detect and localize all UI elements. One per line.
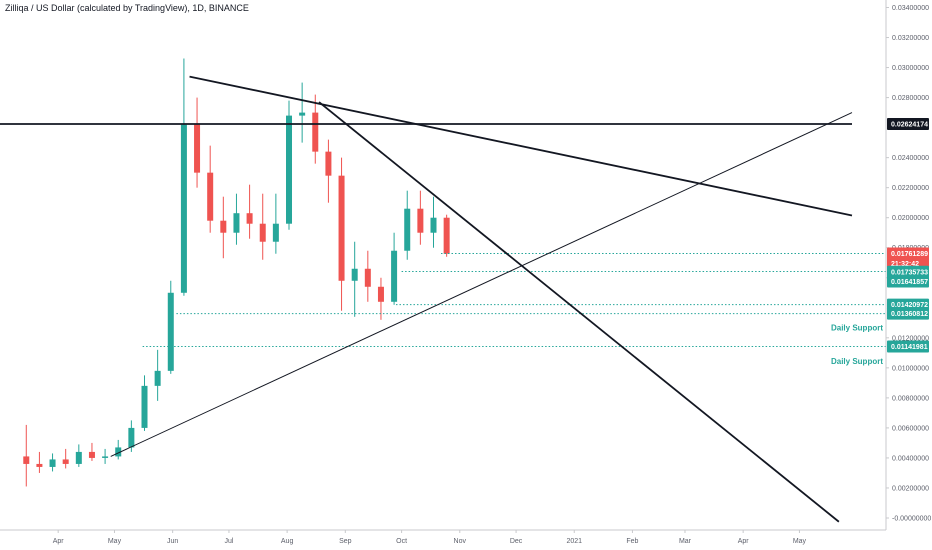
candles-layer [23, 58, 450, 487]
price-tag-bg [887, 340, 929, 353]
candle-body [233, 213, 240, 233]
candle-body [207, 172, 214, 221]
candle-body [141, 385, 148, 428]
price-tag-label: 0.01360812 [891, 311, 928, 318]
price-axis[interactable]: 0.03400000 0.03200000 0.03000000 0.02800000… [885, 0, 931, 530]
candle-body [23, 456, 30, 464]
price-tag-bg [887, 117, 929, 130]
daily-support-label: Daily Support [831, 357, 883, 366]
y-tick-label: 0.03000000 [892, 65, 929, 72]
levels-layer [142, 253, 886, 348]
candle-body [364, 268, 371, 287]
candle-body [338, 175, 345, 281]
price-tag-bg [887, 275, 929, 288]
y-tick-label: 0.02800000 [892, 95, 929, 102]
price-tag-bg [887, 298, 929, 311]
candle-body [351, 268, 358, 281]
x-tick-label: Jul [224, 538, 233, 545]
y-tick-label: -0.00000000 [892, 515, 931, 522]
price-tag-label: 0.01420972 [891, 302, 928, 309]
candle-body [286, 115, 293, 224]
x-tick-label: Feb [626, 538, 638, 545]
candle-body [404, 208, 411, 251]
candle-body [220, 220, 227, 233]
price-tag-label: 0.02624174 [891, 121, 928, 128]
price-tag-label: 21:32:42 [891, 261, 919, 268]
price-tag-label: 0.01735733 [891, 269, 928, 276]
x-tick-label: Oct [396, 538, 407, 545]
candle-body [75, 451, 82, 464]
y-tick-label: 0.02400000 [892, 155, 929, 162]
candle-body [299, 112, 306, 116]
candle-body [377, 286, 384, 302]
price-tag-label: 0.01141981 [891, 344, 928, 351]
x-tick-label: Mar [679, 538, 692, 545]
candle-body [272, 223, 279, 242]
y-tick-label: 0.00800000 [892, 395, 929, 402]
price-tags: 0.02624174 0.01761289 21:32:420.01735733 0.… [887, 117, 929, 353]
y-tick-label: 0.01200000 [892, 335, 929, 342]
price-tag-bg [887, 307, 929, 320]
x-tick-label: Sep [339, 538, 352, 545]
price-tag-bg [887, 265, 929, 278]
candle-body [312, 112, 319, 152]
chart-title: Zilliqa / US Dollar (calculated by Tradi… [5, 3, 249, 13]
trendlines-layer [0, 75, 853, 523]
candle-body [49, 459, 56, 467]
candle-body [246, 213, 253, 224]
candle-body [180, 124, 187, 293]
trendline [318, 101, 840, 523]
x-tick-label: May [108, 538, 122, 545]
candle-body [128, 427, 135, 448]
y-tick-label: 0.01000000 [892, 365, 929, 372]
candle-body [62, 459, 69, 464]
y-tick-label: 0.02000000 [892, 215, 929, 222]
price-tag-label: 0.01641857 [891, 279, 928, 286]
candle-body [154, 370, 161, 386]
candle-body [259, 223, 266, 242]
trendline [189, 75, 853, 217]
candle-body [417, 208, 424, 233]
y-tick-label: 0.03400000 [892, 5, 929, 12]
x-tick-label: Aug [281, 538, 294, 545]
price-tag-label: 0.01761289 [891, 251, 928, 258]
x-tick-label: Dec [510, 538, 523, 545]
candle-body [443, 217, 450, 254]
candle-body [102, 456, 109, 458]
x-tick-label: May [793, 538, 807, 545]
x-tick-label: Jun [167, 538, 178, 545]
y-tick-label: 0.00600000 [892, 425, 929, 432]
candle-body [194, 124, 201, 173]
y-tick-label: 0.03200000 [892, 35, 929, 42]
y-tick-label: 0.00400000 [892, 455, 929, 462]
candle-body [325, 151, 332, 176]
x-tick-label: Apr [53, 538, 65, 545]
x-tick-label: Nov [454, 538, 467, 545]
daily-support-label: Daily Support [831, 323, 883, 332]
candle-body [88, 451, 95, 458]
candle-body [167, 292, 174, 371]
price-tag-bg [887, 247, 929, 260]
candle-body [430, 217, 437, 233]
candle-body [115, 447, 122, 457]
annotations: Daily Support Daily Support [831, 323, 883, 365]
candle-body [391, 250, 398, 302]
x-tick-label: 2021 [566, 538, 582, 545]
candle-body [36, 463, 43, 467]
x-tick-label: Apr [738, 538, 750, 545]
time-axis[interactable]: Apr May Jun Jul Aug Sep Oct Nov Dec 2021 Feb Mar Apr… [0, 529, 886, 545]
trendline [110, 112, 853, 457]
y-tick-label: 0.02200000 [892, 185, 929, 192]
y-tick-label: 0.00200000 [892, 485, 929, 492]
